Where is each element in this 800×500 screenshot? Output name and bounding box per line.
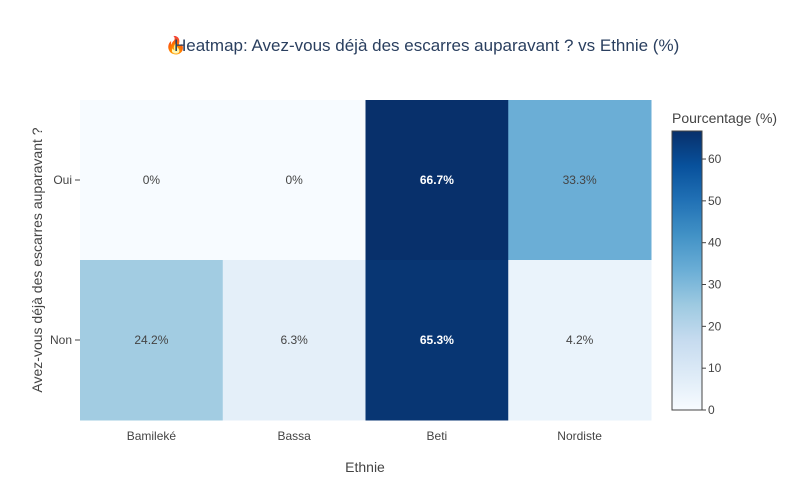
colorbar-tick-label: 30	[708, 278, 722, 292]
colorbar-tick-label: 0	[708, 403, 715, 417]
y-axis-title: Avez-vous déjà des escarres auparavant ?	[29, 127, 45, 392]
colorbar-tick-label: 10	[708, 361, 722, 375]
cell-value-label: 0%	[143, 173, 161, 187]
y-tick-label: Oui	[53, 173, 72, 187]
heatmap-cell	[508, 260, 652, 421]
y-tick-label: Non	[50, 333, 72, 347]
chart-title: Heatmap: Avez-vous déjà des escarres aup…	[174, 36, 679, 55]
colorbar-tick-label: 60	[708, 152, 722, 166]
colorbar-tick-label: 20	[708, 319, 722, 333]
colorbar-ticks: 0 10 20 30 40 50 60	[702, 152, 722, 417]
x-tick-label: Beti	[427, 429, 448, 443]
x-tick-label: Nordiste	[557, 429, 602, 443]
x-axis-title: Ethnie	[345, 459, 385, 475]
heatmap-cells	[80, 100, 652, 421]
x-axis-ticks: Bamileké Bassa Beti Nordiste	[127, 429, 603, 443]
cell-value-label: 4.2%	[566, 333, 594, 347]
y-axis-ticks: Oui Non	[50, 173, 80, 347]
heatmap-cell-labels: 0% 0% 66.7% 33.3% 24.2% 6.3% 65.3% 4.2%	[134, 173, 597, 347]
x-tick-label: Bamileké	[127, 429, 177, 443]
cell-value-label: 65.3%	[420, 333, 454, 347]
heatmap-cell	[222, 100, 366, 261]
colorbar: Pourcentage (%) 0 10 20 30 40 50 60	[671, 110, 777, 417]
heatmap-cell	[80, 260, 224, 421]
cell-value-label: 0%	[285, 173, 303, 187]
colorbar-tick-label: 50	[708, 194, 722, 208]
colorbar-tick-label: 40	[708, 236, 722, 250]
cell-value-label: 66.7%	[420, 173, 454, 187]
colorbar-title: Pourcentage (%)	[672, 110, 777, 126]
cell-value-label: 24.2%	[134, 333, 168, 347]
heatmap-cell	[365, 260, 509, 421]
heatmap-cell	[80, 100, 224, 261]
title-icon-flame: 🔥	[165, 35, 186, 55]
heatmap-cell	[508, 100, 652, 261]
heatmap-cell	[222, 260, 366, 421]
cell-value-label: 6.3%	[280, 333, 308, 347]
colorbar-gradient	[671, 130, 703, 411]
heatmap-cell	[365, 100, 509, 261]
x-tick-label: Bassa	[277, 429, 311, 443]
cell-value-label: 33.3%	[563, 173, 597, 187]
